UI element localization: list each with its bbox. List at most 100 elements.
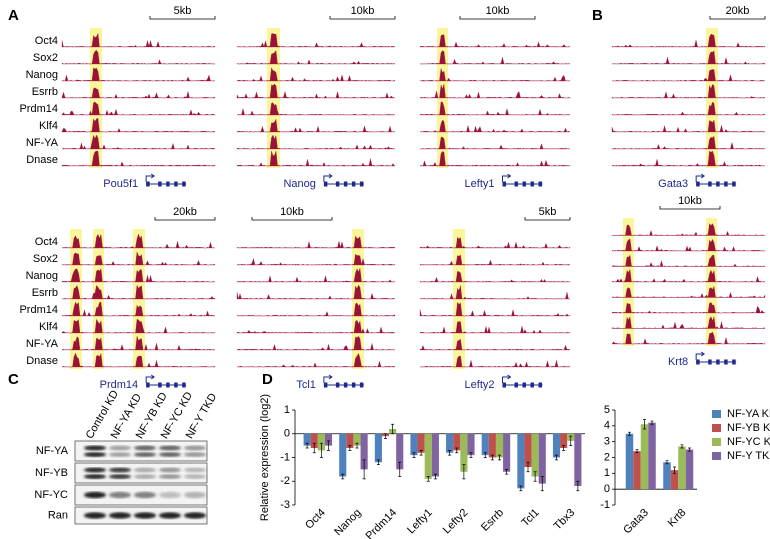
error-bar xyxy=(305,442,309,449)
error-bar xyxy=(426,476,430,482)
legend-swatch xyxy=(712,438,721,446)
band xyxy=(84,445,106,451)
x-tick-label: Krt8 xyxy=(666,507,689,530)
signal-track xyxy=(236,49,396,65)
exon xyxy=(514,181,518,187)
bar xyxy=(374,433,382,463)
track-label: Dnase xyxy=(26,355,58,367)
exon xyxy=(522,181,526,187)
band xyxy=(109,467,131,473)
error-bar xyxy=(680,444,684,449)
gene-name: Lefty2 xyxy=(465,379,495,391)
x-tick-label: Lefty2 xyxy=(441,507,471,537)
y-tick-label: 0 xyxy=(284,428,290,440)
exon xyxy=(522,382,526,388)
legend-swatch xyxy=(712,452,721,460)
error-bar xyxy=(673,466,676,474)
band xyxy=(84,452,106,457)
signal-track xyxy=(236,302,396,317)
error-bar xyxy=(348,445,352,451)
track-label: Oct4 xyxy=(35,236,58,248)
error-bar xyxy=(398,461,402,477)
bar xyxy=(538,433,546,484)
signal-track xyxy=(611,69,766,82)
error-bar xyxy=(533,471,537,482)
y-tick-label: -1 xyxy=(600,499,610,511)
bar xyxy=(460,433,468,472)
x-tick-label: Esrrb xyxy=(479,507,506,534)
scale-bar xyxy=(459,16,536,20)
scale-label: 10kb xyxy=(280,206,304,218)
y-tick-label: 4 xyxy=(604,420,610,432)
y-tick-label: 3 xyxy=(604,436,610,448)
blot-box xyxy=(74,440,208,462)
scale-label: 10kb xyxy=(486,5,510,17)
signal-track xyxy=(611,150,766,167)
exon xyxy=(530,181,534,187)
exon xyxy=(182,181,186,187)
exon xyxy=(696,181,700,187)
x-tick-label: Prdm14 xyxy=(364,507,400,539)
legend-label: NF-YB KD xyxy=(727,422,770,434)
track-label: Sox2 xyxy=(33,52,58,64)
signal-track xyxy=(61,268,216,283)
signal-track xyxy=(236,67,396,82)
exon xyxy=(502,382,506,388)
track-label: Prdm14 xyxy=(19,103,58,115)
bar xyxy=(339,433,347,477)
signal-track xyxy=(61,336,216,351)
exon xyxy=(359,382,364,388)
track-label: Oct4 xyxy=(35,35,58,47)
band xyxy=(134,512,156,519)
gene-name: Pou5f1 xyxy=(103,178,138,190)
bar xyxy=(360,433,368,470)
panel-label: B xyxy=(592,7,603,24)
band xyxy=(84,474,106,479)
bar xyxy=(517,433,525,489)
band xyxy=(84,467,106,473)
bar xyxy=(678,446,686,490)
signal-track xyxy=(61,117,216,133)
scale-label: 20kb xyxy=(726,5,750,17)
band xyxy=(184,474,206,479)
signal-track xyxy=(61,318,216,334)
bar xyxy=(396,433,404,470)
error-bar xyxy=(498,454,501,461)
scale-bar xyxy=(659,206,721,210)
error-bar xyxy=(448,450,452,456)
y-tick-label: -3 xyxy=(280,499,290,511)
signal-track xyxy=(419,236,571,249)
exon xyxy=(158,382,162,388)
signal-track xyxy=(419,151,571,167)
panel-label: A xyxy=(8,7,19,24)
exon xyxy=(724,181,728,187)
signal-track xyxy=(611,33,766,48)
signal-track xyxy=(61,87,216,99)
bar xyxy=(410,433,418,456)
error-bar xyxy=(355,442,359,449)
signal-track xyxy=(419,301,571,317)
band xyxy=(109,474,131,479)
signal-track xyxy=(236,335,396,351)
blot-box xyxy=(74,462,208,484)
bar-charts: -3 -2 -1 0 1 Relative expression (log2) Oct4 Na… xyxy=(259,394,770,539)
error-bar xyxy=(650,420,654,425)
bar xyxy=(303,433,311,446)
exon xyxy=(335,382,340,388)
y-tick-label: 2 xyxy=(604,451,610,463)
band xyxy=(159,474,181,479)
gene-name: Nanog xyxy=(283,178,315,190)
scale-label: 20kb xyxy=(173,206,197,218)
error-bar xyxy=(519,485,523,492)
exon xyxy=(146,181,150,187)
gene-name: Krt8 xyxy=(668,356,688,368)
track-label: Esrrb xyxy=(32,287,58,299)
band xyxy=(134,491,156,499)
error-bar xyxy=(341,473,345,480)
track-label: Nanog xyxy=(26,69,58,81)
exon xyxy=(351,382,356,388)
genome-browser: Oct4 Sox2 Nanog Esrrb Prdm14 Klf4 NF-YA Dnase 5k… xyxy=(19,5,766,391)
scale-bar xyxy=(149,16,216,20)
exon xyxy=(343,181,348,187)
signal-track xyxy=(236,235,396,249)
